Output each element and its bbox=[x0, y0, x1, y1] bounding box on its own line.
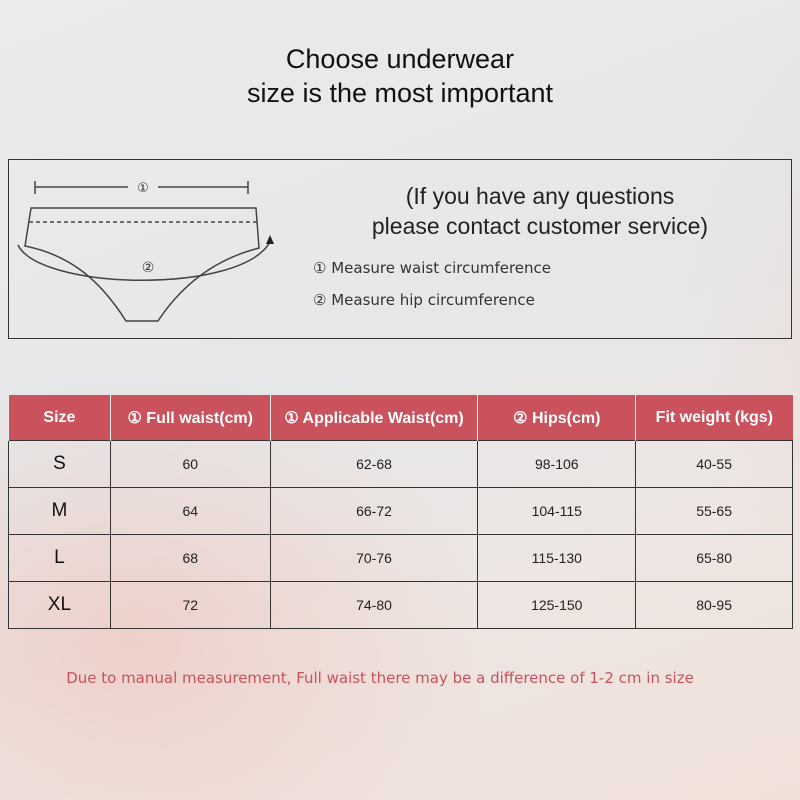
header-fit-weight: Fit weight (kgs) bbox=[635, 395, 793, 441]
header-hips: ② Hips(cm) bbox=[477, 395, 636, 441]
cell-full-waist: 60 bbox=[109, 440, 271, 488]
diagram-marker-2: ② bbox=[142, 260, 155, 276]
cell-full-waist: 64 bbox=[109, 487, 271, 535]
header-size: Size bbox=[8, 395, 111, 441]
header-full-waist: ① Full waist(cm) bbox=[109, 395, 271, 441]
table-header-row: Size ① Full waist(cm) ① Applicable Waist… bbox=[8, 395, 793, 441]
contact-line-2: please contact customer service) bbox=[371, 213, 709, 239]
contact-line-1: (If you have any questions bbox=[405, 183, 675, 209]
header-applicable-waist: ① Applicable Waist(cm) bbox=[269, 395, 478, 441]
measure-hip: ② Measure hip circumference bbox=[313, 291, 535, 309]
cell-size: S bbox=[8, 440, 111, 488]
measure-waist-label: Measure waist circumference bbox=[331, 259, 552, 277]
cell-fit-weight: 40-55 bbox=[635, 440, 793, 488]
cell-hips: 115-130 bbox=[477, 534, 637, 582]
cell-hips: 104-115 bbox=[477, 487, 637, 535]
table-row: S 60 62-68 98-106 40-55 bbox=[8, 440, 793, 488]
table-row: XL 72 74-80 125-150 80-95 bbox=[8, 581, 793, 629]
cell-fit-weight: 55-65 bbox=[635, 487, 793, 535]
cell-size: XL bbox=[8, 581, 111, 629]
cell-fit-weight: 65-80 bbox=[635, 534, 793, 582]
measurement-box bbox=[8, 159, 792, 339]
cell-size: M bbox=[8, 487, 111, 535]
marker-2: ② bbox=[313, 291, 327, 309]
cell-hips: 125-150 bbox=[477, 581, 637, 629]
cell-applicable-waist: 62-68 bbox=[269, 440, 479, 488]
cell-full-waist: 68 bbox=[109, 534, 271, 582]
cell-applicable-waist: 74-80 bbox=[269, 581, 479, 629]
cell-applicable-waist: 70-76 bbox=[269, 534, 479, 582]
cell-full-waist: 72 bbox=[109, 581, 271, 629]
cell-size: L bbox=[8, 534, 111, 582]
table-row: L 68 70-76 115-130 65-80 bbox=[8, 534, 793, 582]
cell-hips: 98-106 bbox=[477, 440, 637, 488]
cell-applicable-waist: 66-72 bbox=[269, 487, 479, 535]
measurement-note: Due to manual measurement, Full waist th… bbox=[66, 669, 694, 687]
underwear-diagram-icon: ① ② bbox=[17, 181, 274, 322]
marker-1: ① bbox=[313, 259, 327, 277]
title-line-2: size is the most important bbox=[246, 78, 554, 108]
size-table: Size ① Full waist(cm) ① Applicable Waist… bbox=[8, 395, 793, 629]
measure-hip-label: Measure hip circumference bbox=[331, 291, 535, 309]
cell-fit-weight: 80-95 bbox=[635, 581, 793, 629]
title-line-1: Choose underwear bbox=[285, 44, 515, 74]
measure-waist: ① Measure waist circumference bbox=[313, 259, 551, 277]
diagram-marker-1: ① bbox=[137, 181, 149, 196]
table-row: M 64 66-72 104-115 55-65 bbox=[8, 487, 793, 535]
